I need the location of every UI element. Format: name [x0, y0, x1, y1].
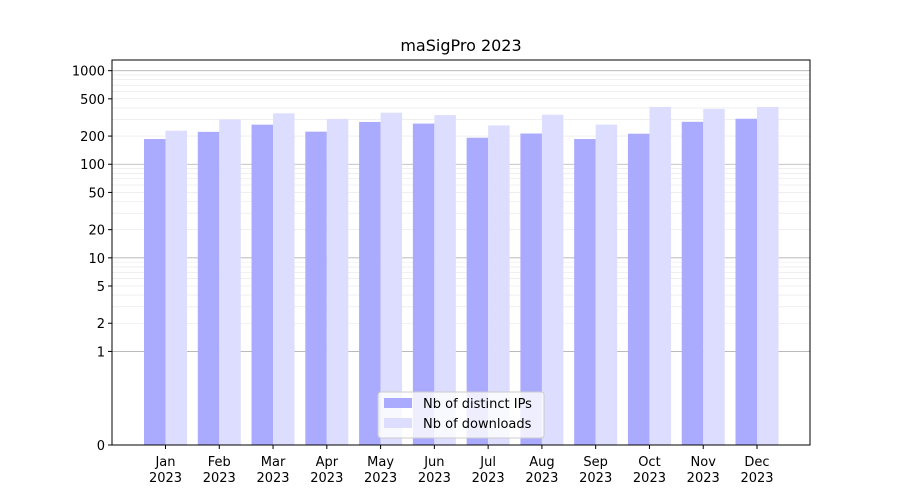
- x-tick-month: Aug: [529, 455, 554, 470]
- plot-frame: [111, 59, 811, 446]
- bar-distinct-ips: [144, 139, 166, 445]
- x-tick-year: 2023: [418, 471, 451, 486]
- x-tick-label: Mar 2023: [256, 455, 289, 486]
- bar-downloads: [273, 113, 295, 446]
- y-tick-label: 5: [97, 280, 105, 295]
- bar-downloads: [541, 114, 564, 445]
- x-tick-label: May 2023: [364, 455, 397, 486]
- bar-distinct-ips: [251, 124, 274, 445]
- bar-downloads: [219, 119, 241, 445]
- legend-label: Nb of downloads: [423, 417, 532, 432]
- bar-downloads: [649, 106, 671, 445]
- x-tick-label: Sep 2023: [579, 455, 612, 486]
- x-tick-label: Jan 2023: [149, 455, 182, 486]
- legend-box: [377, 391, 545, 439]
- bar-distinct-ips: [520, 133, 542, 445]
- y-tick-label: 50: [88, 186, 105, 201]
- x-tick-year: 2023: [310, 471, 343, 486]
- bar-downloads: [595, 124, 618, 445]
- bar-distinct-ips: [305, 131, 327, 445]
- y-tick-label: 100: [80, 158, 105, 173]
- bar-downloads: [757, 106, 779, 445]
- legend: Nb of distinct IPs Nb of downloads: [377, 391, 545, 439]
- x-tick-label: Jul 2023: [472, 455, 505, 486]
- x-tick-year: 2023: [687, 471, 720, 486]
- x-tick-year: 2023: [472, 471, 505, 486]
- x-tick-year: 2023: [633, 471, 666, 486]
- x-tick-month: Feb: [208, 455, 231, 470]
- bar-distinct-ips: [627, 133, 650, 446]
- y-tick-label: 1: [97, 345, 105, 360]
- y-tick-label: 0: [97, 439, 105, 454]
- x-tick-label: Feb 2023: [203, 455, 236, 486]
- bar-distinct-ips: [735, 118, 757, 446]
- x-tick-year: 2023: [203, 471, 236, 486]
- bar-downloads: [326, 118, 349, 445]
- x-tick-label: Jun 2023: [418, 455, 451, 486]
- x-tick-year: 2023: [364, 471, 397, 486]
- x-tick-month: Nov: [691, 455, 717, 470]
- x-tick-month: Oct: [638, 455, 660, 470]
- x-tick-year: 2023: [525, 471, 558, 486]
- y-tick-label: 1000: [72, 65, 105, 80]
- legend-swatch: [384, 418, 412, 428]
- x-tick-label: Aug 2023: [525, 455, 558, 486]
- bar-distinct-ips: [359, 121, 381, 445]
- bar-distinct-ips: [681, 121, 704, 446]
- x-tick-month: Apr: [316, 455, 339, 470]
- x-tick-year: 2023: [256, 471, 289, 486]
- x-tick-label: Dec 2023: [740, 455, 773, 486]
- x-tick-label: Nov 2023: [687, 455, 720, 486]
- y-tick-label: 20: [88, 224, 105, 239]
- x-tick-month: Jan: [154, 455, 175, 470]
- bar-layer: [144, 106, 779, 446]
- bar-downloads: [488, 125, 510, 445]
- bar-distinct-ips: [412, 123, 435, 445]
- x-tick-year: 2023: [579, 471, 612, 486]
- legend-swatch: [384, 398, 412, 408]
- bar-downloads: [380, 112, 403, 445]
- x-tick-label: Apr 2023: [310, 455, 343, 486]
- x-tick-label: Oct 2023: [633, 455, 666, 486]
- x-tick-year: 2023: [740, 471, 773, 486]
- x-tick-month: Dec: [744, 455, 769, 470]
- bar-distinct-ips: [197, 131, 220, 445]
- legend-label: Nb of distinct IPs: [423, 397, 532, 412]
- chart-title: maSigPro 2023: [400, 36, 521, 55]
- x-tick-month: Mar: [261, 455, 286, 470]
- x-tick-month: May: [367, 455, 394, 470]
- x-tick-year: 2023: [149, 471, 182, 486]
- bar-distinct-ips: [466, 137, 489, 445]
- y-tick-label: 500: [80, 93, 105, 108]
- bar-downloads: [703, 108, 725, 446]
- x-tick-month: Jun: [423, 455, 444, 470]
- y-tick-label: 2: [97, 317, 105, 332]
- bar-downloads: [165, 130, 187, 445]
- bar-distinct-ips: [574, 139, 596, 445]
- x-tick-month: Jul: [479, 455, 496, 470]
- x-tick-month: Sep: [583, 455, 608, 470]
- y-tick-label: 200: [80, 130, 105, 145]
- bar-downloads: [434, 115, 456, 446]
- y-tick-label: 10: [88, 252, 105, 267]
